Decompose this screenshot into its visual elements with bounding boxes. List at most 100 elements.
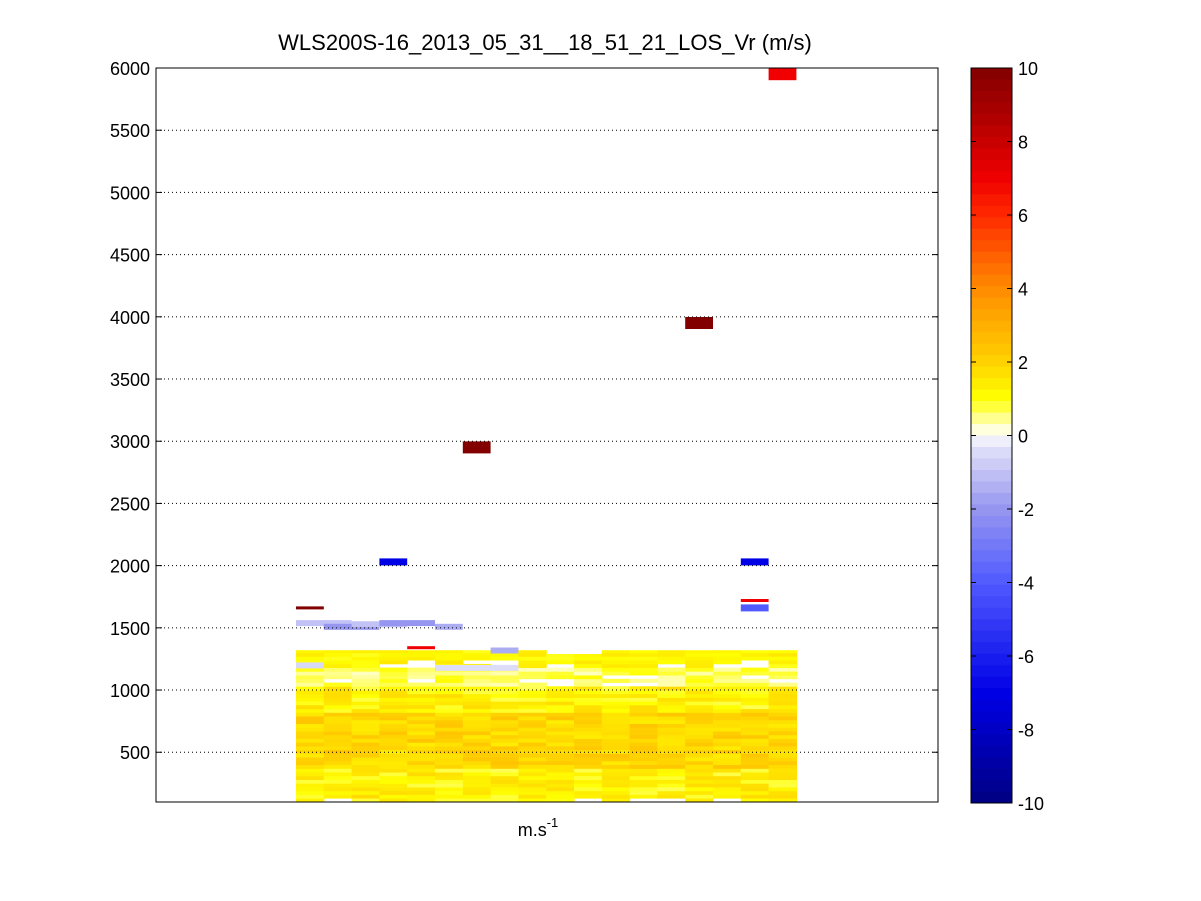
heatmap-cell <box>629 656 658 661</box>
heatmap-cell <box>768 772 797 777</box>
heatmap-cell <box>657 686 686 691</box>
heatmap-cell <box>296 697 325 702</box>
heatmap-cell <box>462 794 492 799</box>
heatmap-cell <box>601 727 631 732</box>
heatmap-cell <box>546 697 575 702</box>
heatmap-cell <box>546 667 575 672</box>
heatmap-cell <box>490 697 519 702</box>
heatmap-cell <box>685 682 714 687</box>
heatmap-cell <box>768 708 797 713</box>
heatmap-cell <box>768 719 797 724</box>
heatmap-cell <box>490 716 519 721</box>
heatmap-cell <box>323 731 353 736</box>
heatmap-cell <box>407 682 436 687</box>
heatmap-cell <box>407 734 436 739</box>
heatmap-cell <box>407 690 436 695</box>
heatmap-cell <box>713 749 742 754</box>
heatmap-cell <box>407 738 436 743</box>
colorbar-segment <box>971 401 1012 413</box>
heatmap-cell <box>462 650 492 654</box>
heatmap-cell <box>323 779 353 784</box>
heatmap-cell <box>296 738 325 743</box>
heatmap-cell <box>713 731 742 736</box>
heatmap-cell <box>546 787 575 792</box>
heatmap-cell <box>768 757 797 762</box>
heatmap-cell <box>546 719 575 724</box>
heatmap-cell <box>657 787 686 792</box>
heatmap-cell <box>435 753 464 758</box>
heatmap-cell <box>323 671 353 676</box>
heatmap-cell <box>740 652 770 657</box>
heatmap-cell <box>490 678 519 683</box>
heatmap-cell <box>601 705 631 710</box>
heatmap-cell <box>657 667 686 672</box>
heatmap-cell <box>601 660 631 665</box>
heatmap-cell <box>768 667 797 672</box>
heatmap-cell <box>629 753 658 758</box>
heatmap-cell <box>713 757 742 762</box>
y-tick-label: 3000 <box>110 432 150 452</box>
heatmap-cell <box>351 708 380 713</box>
heatmap-cell <box>713 716 742 721</box>
heatmap-cell <box>685 719 714 724</box>
heatmap-cell <box>379 650 408 654</box>
heatmap-cell <box>490 675 519 680</box>
heatmap-cell <box>657 693 686 698</box>
isolated-cell <box>740 604 769 612</box>
heatmap-cell <box>713 738 742 743</box>
heatmap-cell <box>490 731 519 736</box>
heatmap-cell <box>379 675 408 680</box>
heatmap-cell <box>462 746 492 751</box>
heatmap-cell <box>518 712 547 717</box>
colorbar-segment <box>971 734 1012 746</box>
heatmap-cell <box>323 794 353 799</box>
heatmap-cell <box>323 734 353 739</box>
heatmap-cell <box>407 775 436 780</box>
colorbar-segment <box>971 699 1012 712</box>
heatmap-cell <box>574 671 603 676</box>
heatmap-cell <box>323 742 353 747</box>
heatmap-cell <box>657 772 686 777</box>
colorbar-tick-label: -10 <box>1018 794 1044 814</box>
heatmap-cell <box>351 727 380 732</box>
heatmap-cell <box>323 723 353 728</box>
heatmap-cell <box>601 760 631 765</box>
heatmap-cell <box>490 760 519 765</box>
heatmap-cell <box>462 742 492 747</box>
heatmap-cell <box>435 787 464 792</box>
heatmap-cell <box>379 753 408 758</box>
heatmap-cell <box>685 663 714 668</box>
heatmap-cell <box>574 734 603 739</box>
heatmap-cell <box>296 650 325 654</box>
colorbar-segment <box>971 320 1012 333</box>
heatmap-cell <box>296 794 325 799</box>
heatmap-cell <box>768 753 797 758</box>
heatmap-cell <box>546 731 575 736</box>
heatmap-cell <box>296 734 325 739</box>
heatmap-cell <box>323 686 353 691</box>
heatmap-cell <box>379 705 408 710</box>
colorbar-segment <box>971 504 1012 517</box>
heatmap-cell <box>379 678 408 683</box>
heatmap-cell <box>574 656 603 661</box>
colorbar-segment <box>971 171 1012 184</box>
heatmap-cell <box>713 675 742 680</box>
colorbar-segment <box>971 573 1012 586</box>
heatmap-cell <box>629 671 658 676</box>
heatmap-cell <box>490 787 519 792</box>
heatmap-cell <box>629 746 658 751</box>
heatmap-cell <box>768 675 797 680</box>
heatmap-cell <box>601 753 631 758</box>
heatmap-cell <box>657 775 686 780</box>
heatmap-cell <box>601 716 631 721</box>
heatmap-cell <box>601 742 631 747</box>
colorbar-segment <box>971 722 1012 735</box>
heatmap-cell <box>407 798 436 803</box>
heatmap-cell <box>685 705 714 710</box>
heatmap-cell <box>462 727 492 732</box>
heatmap-cell <box>323 705 353 710</box>
heatmap-cell <box>490 794 519 799</box>
heatmap-cell <box>351 738 380 743</box>
colorbar-tick-label: -2 <box>1018 500 1034 520</box>
colorbar-segment <box>971 217 1012 230</box>
